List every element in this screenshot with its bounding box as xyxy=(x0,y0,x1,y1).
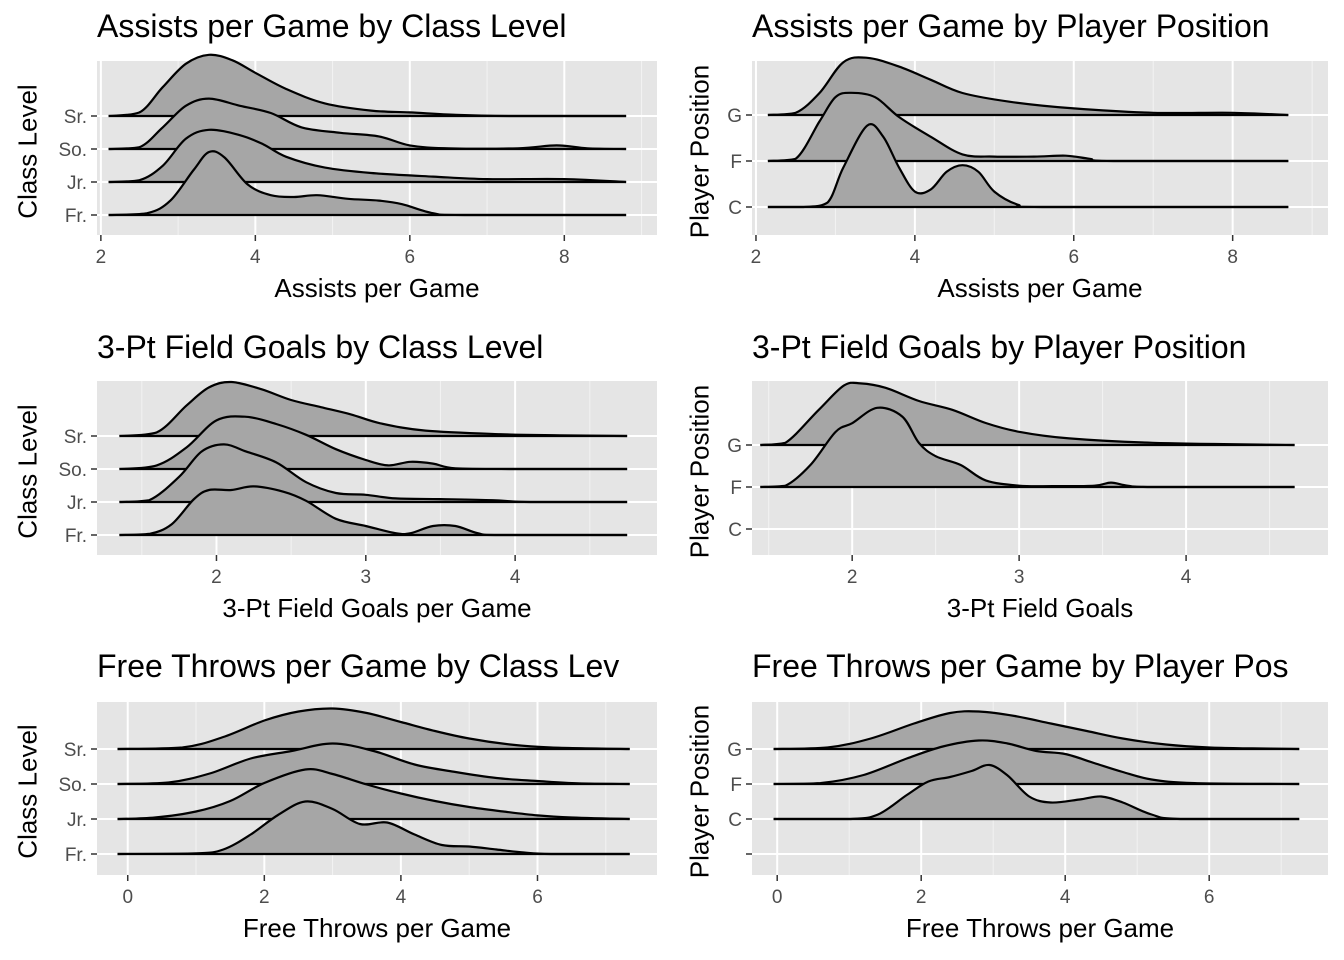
chart-title: Assists per Game by Player Position xyxy=(752,8,1270,44)
y-tick-label: G xyxy=(727,106,742,127)
x-tick-label: 4 xyxy=(510,567,521,588)
ridge-line-jr xyxy=(108,128,627,184)
y-axis-label: Class Level xyxy=(12,724,43,859)
y-axis-label: Class Level xyxy=(12,404,43,539)
y-axis-label: Player Position xyxy=(684,704,715,879)
x-tick-label: 2 xyxy=(916,887,927,908)
ridge-area-fr xyxy=(117,801,630,854)
ridge-line-g xyxy=(760,381,1295,447)
y-tick-label: Jr. xyxy=(67,173,87,194)
x-tick-label: 8 xyxy=(1227,247,1238,268)
x-tick-label: 0 xyxy=(122,887,133,908)
x-tick-label: 6 xyxy=(1204,887,1215,908)
ridge-area-sr xyxy=(117,708,630,749)
x-axis-label: Assists per Game xyxy=(937,273,1143,303)
ridge-line-f xyxy=(760,406,1295,489)
x-tick-label: 2 xyxy=(847,567,858,588)
ridge-area-so xyxy=(117,743,630,784)
ridge-line-fr xyxy=(108,150,627,217)
x-tick-label: 4 xyxy=(1181,567,1192,588)
x-tick-label: 4 xyxy=(250,247,261,268)
y-tick-label: C xyxy=(728,198,742,219)
ridge-line-f xyxy=(773,739,1300,786)
ridge-line-jr xyxy=(117,768,630,821)
ridge-line-sr xyxy=(117,707,630,751)
ridge-area-fr xyxy=(108,151,627,215)
y-tick-label: So. xyxy=(58,140,87,161)
y-tick-label: C xyxy=(728,810,742,831)
x-tick-label: 2 xyxy=(751,247,762,268)
ridge-area-jr xyxy=(108,129,627,182)
ridge-line-jr xyxy=(119,443,628,504)
ridge-line-so xyxy=(117,742,630,786)
x-tick-label: 4 xyxy=(910,247,921,268)
y-tick-label: Sr. xyxy=(64,427,87,448)
ridge-area-g xyxy=(767,57,1289,115)
ridge-area-c xyxy=(773,764,1300,819)
y-tick-label: Fr. xyxy=(65,206,87,227)
ridge-line-g xyxy=(773,710,1300,751)
ridge-area-f xyxy=(760,407,1295,487)
ridge-line-fr xyxy=(117,800,630,856)
y-axis-label: Player Position xyxy=(684,64,715,239)
x-axis-label: Free Throws per Game xyxy=(905,913,1175,943)
x-axis-label: Assists per Game xyxy=(274,273,480,303)
x-tick-label: 4 xyxy=(396,887,407,908)
y-axis-label: Player Position xyxy=(684,384,715,559)
x-tick-label: 2 xyxy=(211,567,222,588)
x-tick-label: 8 xyxy=(559,247,570,268)
ridge-area-sr xyxy=(108,54,627,116)
x-tick-label: 2 xyxy=(259,887,270,908)
ridge-area-c xyxy=(767,124,1289,207)
x-axis-label: 3-Pt Field Goals per Game xyxy=(222,593,532,623)
ridge-line-g xyxy=(767,56,1289,117)
x-tick-label: 2 xyxy=(96,247,107,268)
chart-title: 3-Pt Field Goals by Class Level xyxy=(97,329,544,365)
y-tick-label: So. xyxy=(58,775,87,796)
x-tick-label: 3 xyxy=(1014,567,1025,588)
y-tick-label: Fr. xyxy=(65,526,87,547)
y-tick-label: So. xyxy=(58,460,87,481)
chart-title: Free Throws per Game by Player Pos xyxy=(752,648,1289,684)
y-tick-label: Sr. xyxy=(64,740,87,761)
ridge-line-so xyxy=(108,97,627,151)
y-tick-label: G xyxy=(727,740,742,761)
x-tick-label: 3 xyxy=(361,567,372,588)
ridge-line-sr xyxy=(119,380,628,438)
x-tick-label: 6 xyxy=(532,887,543,908)
y-tick-label: Jr. xyxy=(67,493,87,514)
x-axis-label: 3-Pt Field Goals xyxy=(946,593,1134,623)
ridge-area-fr xyxy=(119,486,628,535)
y-tick-label: C xyxy=(728,520,742,541)
y-tick-label: Jr. xyxy=(67,810,87,831)
x-axis-label: Free Throws per Game xyxy=(242,913,512,943)
chart-title: Assists per Game by Class Level xyxy=(97,8,567,44)
x-tick-label: 6 xyxy=(1068,247,1079,268)
ridge-line-fr xyxy=(119,485,628,537)
x-tick-label: 4 xyxy=(1060,887,1071,908)
y-tick-label: F xyxy=(730,152,742,173)
ridge-line-c xyxy=(773,763,1300,821)
ridge-line-f xyxy=(767,91,1289,163)
x-tick-label: 0 xyxy=(772,887,783,908)
y-tick-label: F xyxy=(730,775,742,796)
x-tick-label: 6 xyxy=(405,247,416,268)
y-tick-label: F xyxy=(730,478,742,499)
chart-title: Free Throws per Game by Class Lev xyxy=(97,648,620,684)
y-tick-label: G xyxy=(727,436,742,457)
ridge-area-f xyxy=(773,740,1300,784)
ridge-area-f xyxy=(767,92,1289,161)
y-tick-label: Sr. xyxy=(64,107,87,128)
y-tick-label: Fr. xyxy=(65,845,87,866)
ridge-area-g xyxy=(773,711,1300,749)
chart-title: 3-Pt Field Goals by Player Position xyxy=(752,329,1247,365)
ridge-area-jr xyxy=(117,769,630,819)
